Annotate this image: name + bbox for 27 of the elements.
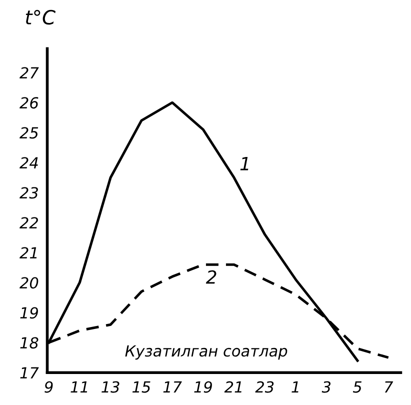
y-tick-label: 24 (20, 157, 38, 168)
y-axis-title: t°C (26, 10, 56, 25)
x-tick-label: 9 (44, 381, 53, 393)
x-tick-label: 1 (292, 381, 298, 393)
x-tick-label: 21 (224, 381, 242, 393)
x-tick-label: 15 (132, 381, 150, 393)
y-tick-label: 20 (20, 277, 38, 289)
x-tick-label: 19 (194, 381, 212, 393)
x-tick-label: 5 (352, 381, 362, 393)
y-tick-label: 17 (20, 367, 39, 378)
y-tick-label: 21 (20, 247, 37, 258)
x-tick-label: 11 (70, 381, 88, 393)
y-tick-label: 27 (20, 67, 39, 78)
x-tick-label: 13 (102, 381, 120, 393)
y-tick-label: 23 (20, 187, 38, 199)
y-tick-label: 25 (20, 127, 38, 139)
annotation: 1 (240, 157, 248, 170)
x-tick-label: 23 (255, 381, 274, 393)
y-tick-label: 26 (20, 97, 38, 109)
x-tick-label: 17 (163, 381, 182, 393)
annotation: 2 (206, 270, 216, 284)
x-axis-title: Кузатилган соатлар (125, 345, 288, 360)
y-tick-label: 19 (20, 307, 38, 319)
y-tick-label: 22 (20, 217, 38, 228)
x-tick-label: 7 (384, 381, 394, 393)
x-tick-label: 3 (322, 381, 331, 393)
y-tick-label: 18 (20, 337, 38, 349)
